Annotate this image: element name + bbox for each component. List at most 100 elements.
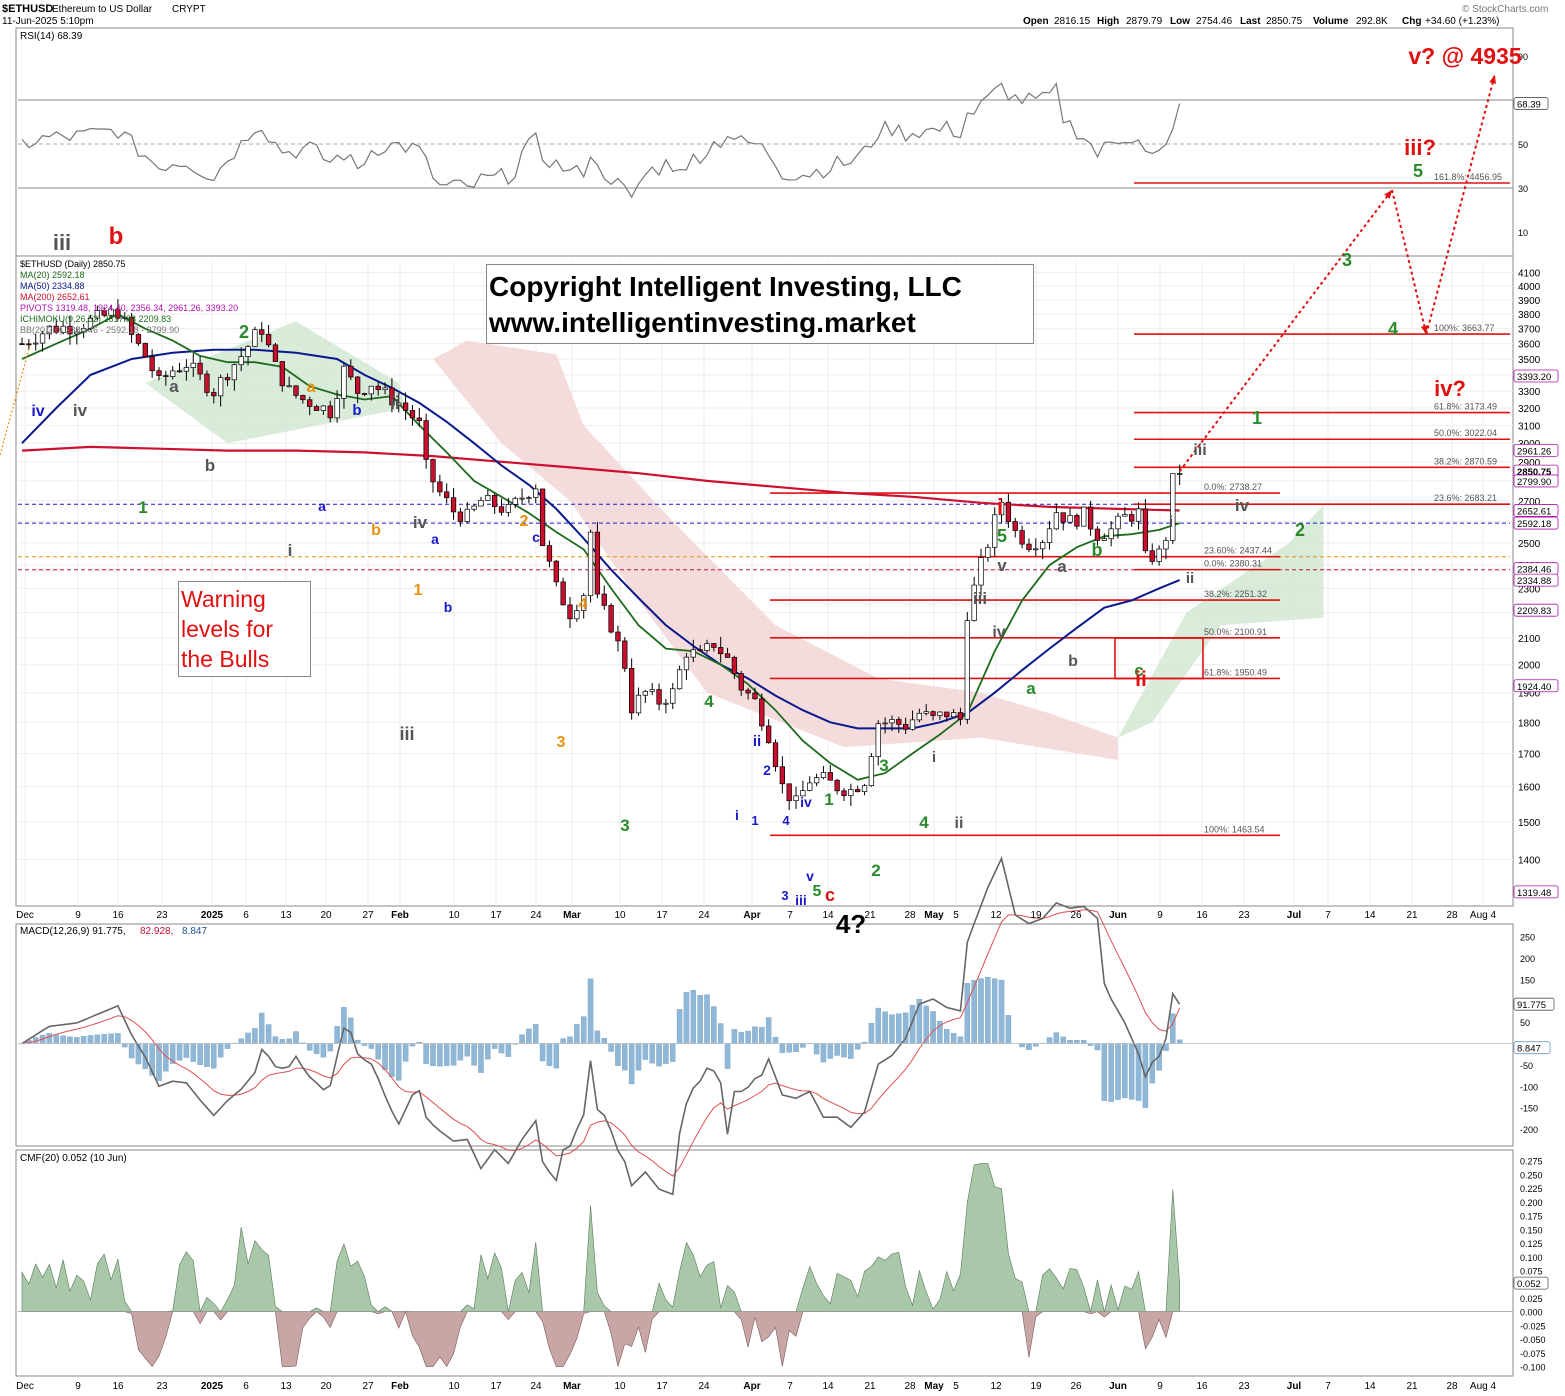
cmf-tick-label: 0.200 (1520, 1198, 1543, 1208)
projection-arrowhead (1384, 190, 1392, 199)
macd-hist-bar (464, 1043, 470, 1057)
warning-line3: the Bulls (181, 646, 270, 672)
macd-legend: MACD(12,26,9) 91.775, 82.928, 8.847 (20, 926, 207, 937)
candle-body (779, 766, 785, 785)
macd-hist-bar (1128, 1043, 1135, 1100)
wave-label: 3 (781, 888, 788, 903)
price-tag (1513, 885, 1559, 899)
macd-hist-bar (279, 1039, 286, 1044)
rsi-tag (1513, 97, 1549, 110)
x-tick-label-bottom: 27 (362, 1381, 374, 1392)
candle-body (937, 711, 943, 716)
ma200-line (21, 445, 1180, 512)
macd-hist-bar (1019, 1043, 1025, 1048)
macd-hist-bar (443, 1043, 450, 1066)
wave-label: c (825, 885, 835, 905)
candle-body (361, 393, 368, 395)
cmf-tick-label: 0.100 (1520, 1253, 1543, 1263)
wave-label: iv (800, 794, 812, 810)
macd-hist-bar (1101, 1043, 1108, 1101)
ma20-line (21, 313, 1180, 781)
rsi-layer (18, 82, 1513, 199)
cmf-layer (18, 1163, 1513, 1368)
macd-hist-bar (882, 1011, 888, 1044)
macd-hist-tag (1513, 1041, 1551, 1055)
cmf-tick-label: 0.225 (1520, 1184, 1543, 1194)
x-tick-label: 19 (1030, 910, 1042, 921)
x-tick-label: 21 (1406, 910, 1418, 921)
macd-hist-bar (1074, 1040, 1080, 1044)
macd-hist-bar (478, 1043, 484, 1073)
macd-hist-bar (471, 1043, 477, 1066)
macd-hist-bar (217, 1043, 224, 1058)
macd-hist-bar (389, 1043, 395, 1077)
candle-body (176, 370, 183, 373)
fib-label: 0.0%: 2738.27 (1204, 482, 1262, 492)
x-tick-label: Mar (563, 910, 581, 921)
macd-hist-bar (375, 1043, 381, 1060)
candle-body (67, 325, 73, 335)
x-tick-label-bottom: Jul (1287, 1381, 1302, 1392)
wave-label: iii (399, 724, 414, 744)
macd-hist-bar (334, 1026, 340, 1044)
x-tick-label-bottom: 9 (1157, 1381, 1163, 1392)
candle-body (807, 782, 813, 791)
candle-body (930, 711, 936, 716)
warning-box: Warning levels for the Bulls (178, 581, 311, 677)
price-tag-label: 2961.26 (1517, 446, 1551, 457)
wave-label: iv (992, 624, 1005, 641)
x-tick-label: 12 (990, 910, 1002, 921)
ichimoku-cloud (145, 321, 1324, 760)
price-tick-label: 1800 (1518, 718, 1541, 729)
wave-label: a (318, 498, 326, 514)
wave-label: 1 (138, 498, 147, 517)
high-value: 2879.79 (1126, 16, 1163, 27)
header-date: 11-Jun-2025 5:10pm (2, 16, 94, 27)
macd-hist-bar (272, 1036, 279, 1044)
fib-label: 61.8%: 1950.49 (1204, 667, 1267, 677)
macd-hist-bar (580, 1016, 587, 1044)
macd-hist-bar (683, 992, 690, 1044)
candle-body (800, 790, 806, 797)
candle-body (1039, 542, 1046, 550)
macd-hist-bar (74, 1037, 80, 1044)
macd-hist-bar (642, 1043, 649, 1060)
candle-body (80, 328, 87, 333)
candle-body (560, 581, 566, 606)
wave-label: i (1169, 514, 1173, 531)
wave-label: 4 (919, 813, 929, 832)
x-tick-label-bottom: 10 (614, 1381, 626, 1392)
macd-hist-bar (1005, 1015, 1012, 1044)
price-tag-label: 1319.48 (1517, 888, 1551, 899)
candle-body (224, 377, 231, 381)
candle-body (1094, 528, 1101, 541)
candle-body (1019, 530, 1025, 545)
x-tick-label-bottom: 16 (112, 1381, 124, 1392)
price-tag (1513, 443, 1559, 457)
candle-body (752, 692, 758, 700)
price-tick-label: 3600 (1518, 340, 1541, 351)
cmf-panel (15, 1149, 1514, 1377)
candle-body (759, 698, 765, 727)
price-tag (1513, 369, 1559, 383)
x-tick-label-bottom: 2025 (201, 1381, 224, 1392)
macd-hist-bar (409, 1043, 416, 1047)
cmf-negative-area (22, 1310, 1180, 1368)
x-tick-label: 2025 (201, 910, 224, 921)
macd-tick-label: -100 (1520, 1082, 1538, 1092)
candle-body (87, 317, 94, 329)
macd-hist-bar (567, 1036, 573, 1044)
macd-line (21, 856, 1181, 1196)
candle-body (307, 399, 313, 407)
macd-hist-bar (176, 1043, 183, 1061)
cmf-tick-label: 0.175 (1520, 1212, 1543, 1222)
candle-body (581, 595, 587, 611)
candle-body (772, 742, 779, 768)
macd-hist-bar (978, 978, 984, 1044)
macd-hist-bar (813, 1043, 820, 1055)
macd-hist-bar (724, 1043, 731, 1069)
macd-hist-bar (889, 1014, 895, 1044)
macd-hist-bar (944, 1028, 950, 1044)
x-tick-label-bottom: 10 (448, 1381, 460, 1392)
candle-body (841, 790, 847, 796)
